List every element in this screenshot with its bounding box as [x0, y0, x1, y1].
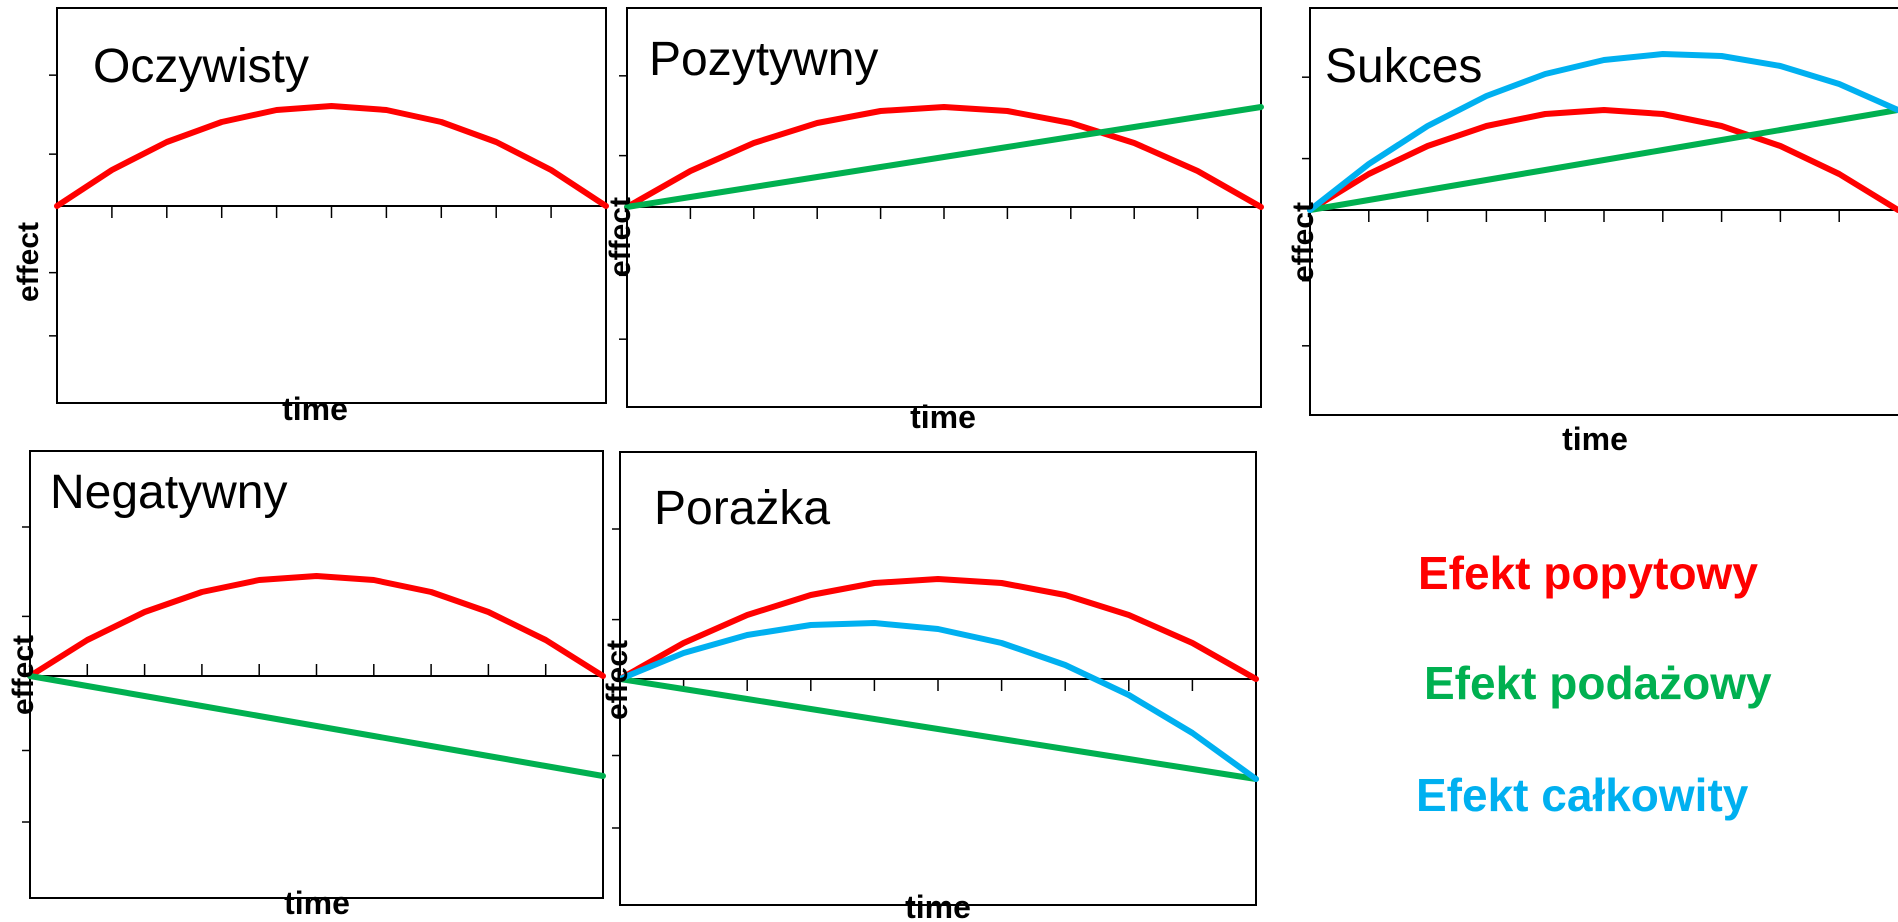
plot-frame	[619, 451, 1257, 906]
chart-panel-2: Pozytywny time effect	[604, 7, 1264, 435]
series-line-demand	[617, 576, 1259, 682]
legend-demand: Efekt popytowy	[1418, 547, 1758, 599]
x-axis-label: time	[1562, 421, 1628, 457]
plot-frame	[29, 450, 604, 899]
series-line-supply	[1307, 107, 1898, 213]
legend-supply: Efekt podażowy	[1424, 657, 1772, 709]
series-line-demand	[624, 104, 1264, 210]
chart-panel-1: Oczywisty time effect	[12, 7, 609, 427]
chart-panel-3: Sukces time effect	[1287, 7, 1898, 457]
x-axis-label: time	[910, 399, 976, 435]
plot-frame	[626, 7, 1262, 408]
series-line-demand	[27, 573, 606, 679]
y-axis-label: effect	[1287, 202, 1320, 282]
chart-title: Porażka	[654, 482, 830, 535]
y-axis-label: effect	[12, 222, 45, 302]
chart-title: Negatywny	[50, 466, 287, 519]
chart-title: Oczywisty	[93, 40, 309, 93]
y-axis-label: effect	[601, 640, 634, 720]
series-line-supply	[617, 676, 1259, 782]
x-axis-label: time	[284, 885, 350, 921]
series-line-demand	[1307, 107, 1898, 213]
chart-panel-4: Negatywny time effect	[7, 450, 606, 921]
series-line-total	[617, 620, 1259, 782]
series-line-demand	[54, 103, 609, 209]
plot-frame	[56, 7, 607, 404]
series-line-total	[1307, 51, 1898, 213]
legend-total: Efekt całkowity	[1416, 769, 1749, 821]
chart-panel-5: Porażka time effect	[601, 451, 1259, 922]
chart-title: Pozytywny	[649, 33, 878, 86]
y-axis-label: effect	[7, 635, 40, 715]
x-axis-label: time	[282, 391, 348, 427]
series-line-supply	[27, 673, 606, 779]
x-axis-label: time	[905, 889, 971, 922]
chart-title: Sukces	[1325, 40, 1482, 93]
series-line-supply	[624, 104, 1264, 210]
y-axis-label: effect	[604, 197, 637, 277]
